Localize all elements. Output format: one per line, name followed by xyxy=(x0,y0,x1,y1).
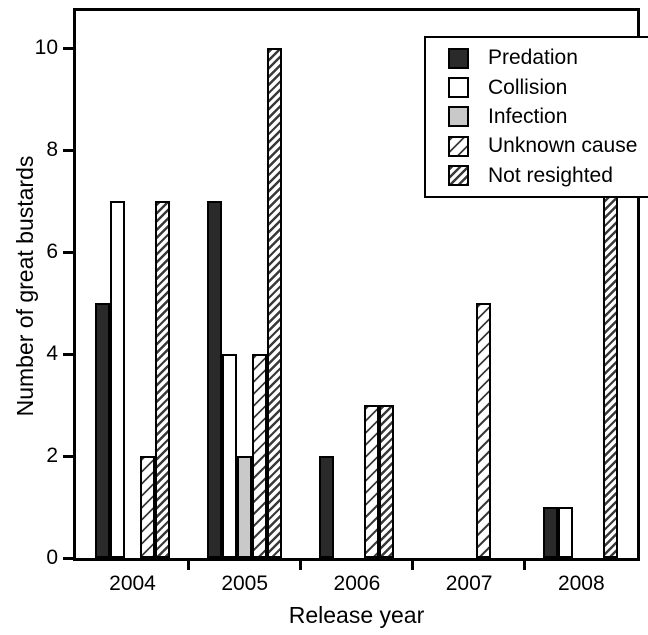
bar-2006-unknown xyxy=(364,405,379,558)
y-tick-label-6: 6 xyxy=(46,240,58,263)
dense-diagonal-hatch-square-icon xyxy=(448,165,469,187)
x-tick-3 xyxy=(411,561,415,570)
y-tick-4 xyxy=(63,352,73,356)
bar-2004-notresighted xyxy=(154,201,170,558)
bar-2004-predation xyxy=(94,303,110,558)
x-tick-label-2008: 2008 xyxy=(557,572,605,595)
bar-2007-unknown xyxy=(476,303,492,558)
solid-dark-square-icon xyxy=(448,47,469,69)
bar-2004-collision xyxy=(109,201,125,558)
legend-label: Not resighted xyxy=(488,163,613,187)
y-tick-label-0: 0 xyxy=(46,546,58,569)
legend-label: Predation xyxy=(488,46,578,70)
legend-label: Unknown cause xyxy=(488,134,638,158)
legend-item-predation: Predation xyxy=(426,46,648,70)
bar-2005-unknown xyxy=(251,354,267,558)
sparse-diagonal-hatch-square-icon xyxy=(448,135,469,157)
y-tick-10 xyxy=(63,46,73,50)
bar-2008-predation xyxy=(543,507,559,558)
x-tick-label-2005: 2005 xyxy=(221,572,269,595)
legend-item-infection: Infection xyxy=(426,105,648,129)
legend-item-unknown: Unknown cause xyxy=(426,134,648,158)
bar-2004-unknown xyxy=(139,456,155,558)
bar-2005-infection xyxy=(236,456,252,558)
y-tick-0 xyxy=(63,556,73,560)
legend-item-notresighted: Not resighted xyxy=(426,164,648,188)
bar-2005-collision xyxy=(221,354,237,558)
y-tick-label-4: 4 xyxy=(46,342,58,365)
legend-box: Predation Collision Infection Unknown cause… xyxy=(424,36,648,198)
white-square-icon xyxy=(448,77,469,99)
legend-label: Collision xyxy=(488,75,568,99)
x-tick-4 xyxy=(523,561,527,570)
bar-2005-predation xyxy=(206,201,222,558)
y-tick-label-10: 10 xyxy=(34,36,58,59)
plot-area: Predation Collision Infection Unknown cause… xyxy=(73,8,648,561)
y-tick-label-8: 8 xyxy=(46,138,58,161)
legend-item-collision: Collision xyxy=(426,76,648,100)
x-tick-label-2006: 2006 xyxy=(333,572,381,595)
bar-2006-predation xyxy=(319,456,334,558)
x-tick-label-2004: 2004 xyxy=(109,572,156,595)
bar-2006-notresighted xyxy=(379,405,394,558)
y-tick-8 xyxy=(63,148,73,152)
x-tick-1 xyxy=(186,561,190,570)
gray-square-icon xyxy=(448,106,469,128)
y-axis-title: Number of great bustards xyxy=(12,155,38,417)
y-tick-6 xyxy=(63,250,73,254)
y-tick-2 xyxy=(63,454,73,458)
bar-2005-notresighted xyxy=(266,48,282,558)
y-tick-label-2: 2 xyxy=(46,444,58,467)
x-tick-label-2007: 2007 xyxy=(445,572,493,595)
bar-2008-collision xyxy=(558,507,574,558)
legend-label: Infection xyxy=(488,104,568,128)
x-axis-title: Release year xyxy=(288,602,425,628)
x-tick-2 xyxy=(298,561,302,570)
